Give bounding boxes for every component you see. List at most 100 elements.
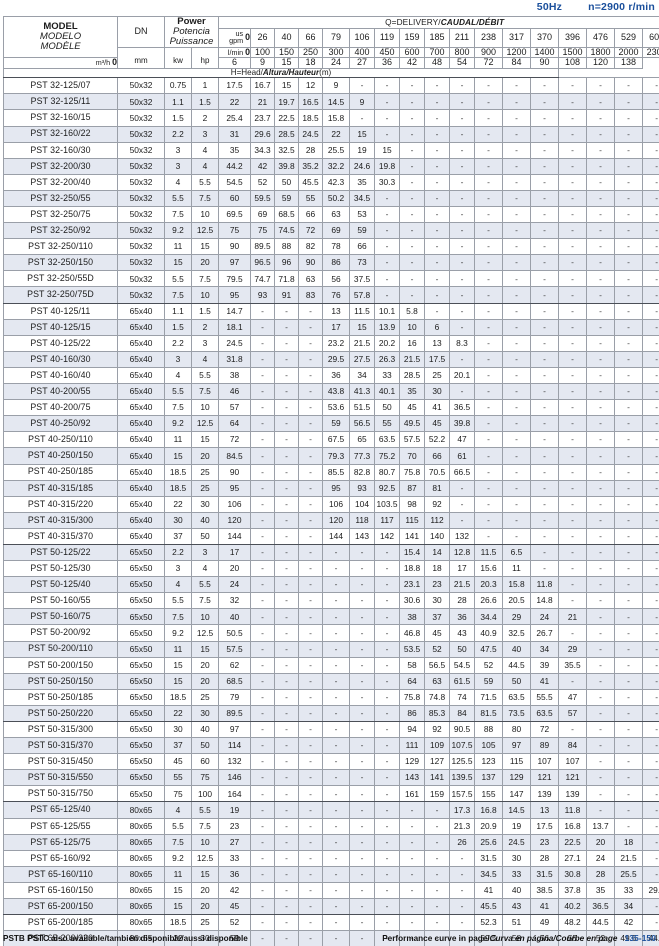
- cell-head-10: 59: [474, 672, 503, 690]
- table-row[interactable]: PST 40-125/15 65x40 1.5 2 18.1- - -17 15 13.9 10 6…: [3, 318, 659, 336]
- cell-head-9: 36.5: [449, 399, 475, 417]
- cell-head-8: 14: [424, 543, 450, 562]
- table-row[interactable]: PST 65-160/150 80x65 15 20 42- - - - - - - - -41 40 38…: [3, 881, 659, 900]
- table-row[interactable]: PST 50-200/110 65x50 11 15 57.5- - - - - -53.5 52 5…: [3, 640, 659, 658]
- table-row[interactable]: PST 32-250/75 50x32 7.5 10 69.5 69 68.5 66 63 53-…: [3, 206, 659, 224]
- cell-head-6: 19.8: [374, 157, 400, 175]
- table-row[interactable]: PST 40-160/30 65x40 3 4 31.8- - -29.5 27.5 26.3 2…: [3, 350, 659, 368]
- table-row[interactable]: PST 40-315/185 65x40 18.5 25 95- - -95 93 92.5 87…: [3, 479, 659, 497]
- cell-head-8: -: [424, 849, 450, 867]
- table-row[interactable]: PST 40-250/92 65x40 9.2 12.5 64- - -59 56.5 55 49…: [3, 415, 659, 433]
- table-row[interactable]: PST 50-200/150 65x50 15 20 62- - - - - -58 56.5 54.…: [3, 656, 659, 674]
- table-row[interactable]: PST 50-200/92 65x50 9.2 12.5 50.5- - - - - -46.8 4…: [3, 624, 659, 642]
- table-row[interactable]: PST 50-125/40 65x50 4 5.5 24- - - - - -23.1 23 21.5…: [3, 576, 659, 594]
- cell-head-0: 36: [218, 865, 251, 883]
- table-row[interactable]: PST 40-315/300 65x40 30 40 120- - -120 118 117 11…: [3, 511, 659, 529]
- table-row[interactable]: PST 65-200/185 80x65 18.5 25 52- - - - - - - - -52.3…: [3, 914, 659, 932]
- cell-head-16: -: [641, 914, 659, 932]
- table-row[interactable]: PST 32-200/40 50x32 4 5.5 54.5 52 50 45.5 42.3 35…: [3, 173, 659, 191]
- table-row[interactable]: PST 50-125/30 65x50 3 4 20- - - - - -18.8 18 17 15.6…: [3, 560, 659, 578]
- cell-head-14: -: [586, 479, 615, 497]
- cell-model: PST 50-315/370: [3, 737, 118, 755]
- table-row[interactable]: PST 65-125/55 80x65 5.5 7.5 23- - - - - - - -21.3 20…: [3, 817, 659, 835]
- table-row[interactable]: PST 32-160/22 50x32 2.2 3 31 29.6 28.5 24.5 22 15…: [3, 125, 659, 143]
- cell-head-14: 44.5: [586, 914, 615, 932]
- cell-head-0: 64: [218, 415, 251, 433]
- table-row[interactable]: PST 50-250/185 65x50 18.5 25 79- - - - - -75.8 74.…: [3, 688, 659, 706]
- table-row[interactable]: PST 32-160/15 50x32 1.5 2 25.4 23.7 22.5 18.5 15…: [3, 109, 659, 127]
- table-row[interactable]: PST 50-315/550 65x50 55 75 146- - - - - -143 141 13…: [3, 769, 659, 787]
- table-row[interactable]: PST 40-250/110 65x40 11 15 72- - -67.5 65 63.5 57…: [3, 431, 659, 449]
- cell-head-8: 159: [424, 785, 450, 803]
- footer-note-left: PSTB PSTC also available/también disponi…: [3, 934, 248, 943]
- table-row[interactable]: PST 40-125/11 65x40 1.1 1.5 14.7- - -13 11.5 10.…: [3, 302, 659, 320]
- cell-head-14: -: [586, 254, 615, 272]
- table-row[interactable]: PST 40-250/185 65x40 18.5 25 90- - -85.5 82.8 80…: [3, 463, 659, 481]
- cell-head-0: 79.5: [218, 270, 251, 288]
- cell-head-11: 15.8: [502, 576, 531, 594]
- cell-head-16: -: [641, 656, 659, 674]
- table-row[interactable]: PST 40-200/55 65x40 5.5 7.5 46- - -43.8 41.3 40.…: [3, 383, 659, 401]
- table-row[interactable]: PST 50-160/75 65x50 7.5 10 40- - - - - -38 37 36 34.…: [3, 608, 659, 626]
- table-row[interactable]: PST 65-125/40 80x65 4 5.5 19- - - - - - - -17.3 16.8…: [3, 801, 659, 819]
- cell-head-8: 6: [424, 318, 450, 336]
- cell-head-1: -: [250, 849, 275, 867]
- cell-head-1: -: [250, 881, 275, 900]
- table-row[interactable]: PST 50-160/55 65x50 5.5 7.5 32- - - - - -30.6 30 28…: [3, 592, 659, 610]
- table-row[interactable]: PST 40-200/75 65x40 7.5 10 57- - -53.6 51.5 50 45…: [3, 399, 659, 417]
- table-row[interactable]: PST 32-250/55D 50x32 5.5 7.5 79.5 74.7 71.8 63 5…: [3, 270, 659, 288]
- cell-head-16: -: [641, 206, 659, 224]
- cell-dn: 65x50: [117, 608, 165, 626]
- cell-head-14: -: [586, 592, 615, 610]
- cell-head-3: -: [298, 592, 323, 610]
- cell-head-15: -: [614, 415, 643, 433]
- table-row[interactable]: PST 32-250/75D 50x32 7.5 10 95 93 91 83 76 57.8- -…: [3, 286, 659, 304]
- table-row[interactable]: PST 65-125/75 80x65 7.5 10 27- - - - - - - -26 25.6 2…: [3, 833, 659, 851]
- cell-dn: 50x32: [117, 173, 165, 191]
- cell-head-15: -: [614, 463, 643, 481]
- table-row[interactable]: PST 32-250/92 50x32 9.2 12.5 75 75 74.5 72 69 59-…: [3, 222, 659, 240]
- table-row[interactable]: PST 40-315/220 65x40 22 30 106- - -106 104 103.5…: [3, 495, 659, 513]
- cell-head-9: 39.8: [449, 415, 475, 433]
- cell-head-11: -: [502, 157, 531, 175]
- table-row[interactable]: PST 50-250/220 65x50 22 30 89.5- - - - - -86 85.3 8…: [3, 704, 659, 723]
- cell-dn: 50x32: [117, 93, 165, 111]
- table-row[interactable]: PST 32-125/11 50x32 1.1 1.5 22 21 19.7 16.5 14.5…: [3, 93, 659, 111]
- table-row[interactable]: PST 50-315/450 65x50 45 60 132- - - - - -129 127 12…: [3, 753, 659, 771]
- table-row[interactable]: PST 32-250/55 50x32 5.5 7.5 60 59.5 59 55 50.2 34…: [3, 189, 659, 208]
- cell-head-9: -: [449, 254, 475, 272]
- cell-head-8: 41: [424, 399, 450, 417]
- cell-head-1: -: [250, 543, 275, 562]
- table-row[interactable]: PST 40-160/40 65x40 4 5.5 38- - -36 34 33 28.5 25 2…: [3, 366, 659, 385]
- table-row[interactable]: PST 40-315/370 65x40 37 50 144- - -144 143 142 14…: [3, 527, 659, 545]
- table-row[interactable]: PST 50-250/150 65x50 15 20 68.5- - - - - -64 63 61.…: [3, 672, 659, 690]
- table-row[interactable]: PST 32-200/30 50x32 3 4 44.2 42 39.8 35.2 32.2 24…: [3, 157, 659, 175]
- table-row[interactable]: PST 32-250/150 50x32 15 20 97 96.5 96 90 86 73- - -…: [3, 254, 659, 272]
- footer-page-reference[interactable]: 135-150: [624, 933, 656, 943]
- table-row[interactable]: PST 40-125/22 65x40 2.2 3 24.5- - -23.2 21.5 20.…: [3, 334, 659, 352]
- cell-head-6: 20.2: [374, 334, 400, 352]
- cell-head-10: 31.5: [474, 849, 503, 867]
- cell-head-4: 23.2: [322, 334, 350, 352]
- cell-head-1: -: [250, 817, 275, 835]
- table-row[interactable]: PST 65-200/150 80x65 15 20 45- - - - - - - - -45.5 43…: [3, 898, 659, 916]
- cell-head-10: -: [474, 270, 503, 288]
- cell-head-9: -: [449, 302, 475, 320]
- table-row[interactable]: PST 50-315/300 65x50 30 40 97- - - - - -94 92 90.5 8…: [3, 721, 659, 739]
- cell-head-3: -: [298, 801, 323, 819]
- cell-head-6: -: [374, 737, 400, 755]
- table-row[interactable]: PST 40-250/150 65x40 15 20 84.5- - -79.3 77.3 75…: [3, 447, 659, 465]
- table-row[interactable]: PST 65-160/110 80x65 11 15 36- - - - - - - - -34.5 33…: [3, 865, 659, 883]
- cell-power-hp: 25: [191, 914, 219, 932]
- table-row[interactable]: PST 50-315/750 65x50 75 100 164- - - - - -161 159 1…: [3, 785, 659, 803]
- cell-head-6: -: [374, 560, 400, 578]
- table-row[interactable]: PST 32-250/110 50x32 11 15 90 89.5 88 82 78 66- - -…: [3, 238, 659, 256]
- table-row[interactable]: PST 32-125/07 50x32 0.75 1 17.5 16.7 15 12 9- - - -…: [3, 77, 659, 95]
- table-row[interactable]: PST 65-200/220 80x65 22 30 59- - - - - - - - -59.5 58…: [3, 930, 659, 946]
- cell-head-2: -: [274, 865, 299, 883]
- table-row[interactable]: PST 65-160/92 80x65 9.2 12.5 33- - - - - - - - -31.5…: [3, 849, 659, 867]
- table-row[interactable]: PST 32-160/30 50x32 3 4 35 34.3 32.5 28 25.5 19 15…: [3, 141, 659, 159]
- cell-head-0: 24.5: [218, 334, 251, 352]
- table-row[interactable]: PST 50-125/22 65x50 2.2 3 17- - - - - -15.4 14 12.8…: [3, 543, 659, 562]
- table-row[interactable]: PST 50-315/370 65x50 37 50 114- - - - - -111 109 10…: [3, 737, 659, 755]
